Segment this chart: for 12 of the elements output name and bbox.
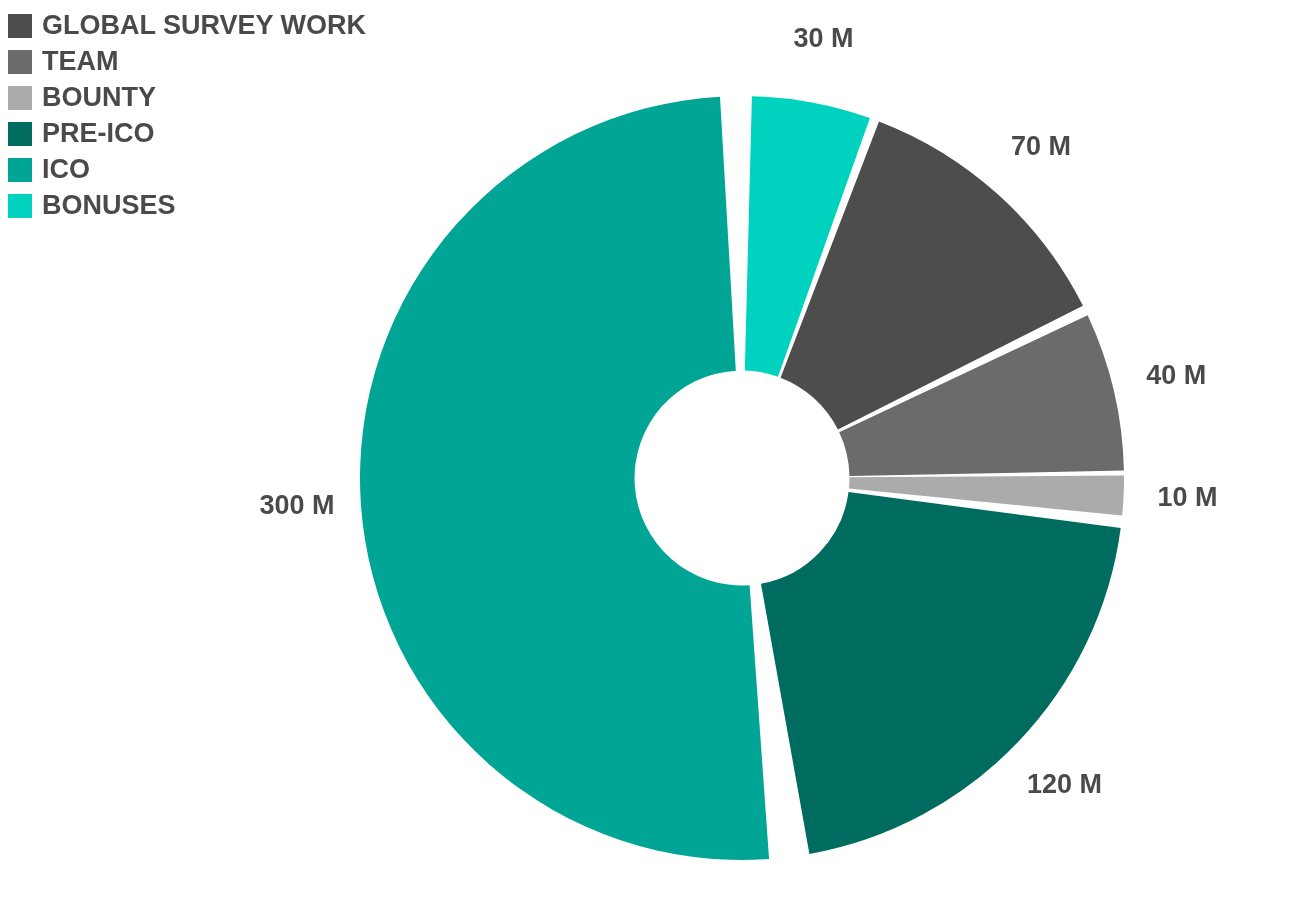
legend-label: ICO <box>42 154 91 184</box>
data-label: 10 M <box>1157 481 1218 512</box>
legend-label: GLOBAL SURVEY WORK <box>42 10 367 40</box>
data-label: 30 M <box>793 22 854 53</box>
data-label: 120 M <box>1027 769 1103 800</box>
data-label: 300 M <box>259 490 335 521</box>
data-label: 70 M <box>1011 130 1072 161</box>
legend-label: TEAM <box>42 46 119 76</box>
legend-label: BONUSES <box>42 190 176 220</box>
legend-label: BOUNTY <box>42 82 156 112</box>
legend-label: PRE-ICO <box>42 118 155 148</box>
data-label: 40 M <box>1146 359 1207 390</box>
